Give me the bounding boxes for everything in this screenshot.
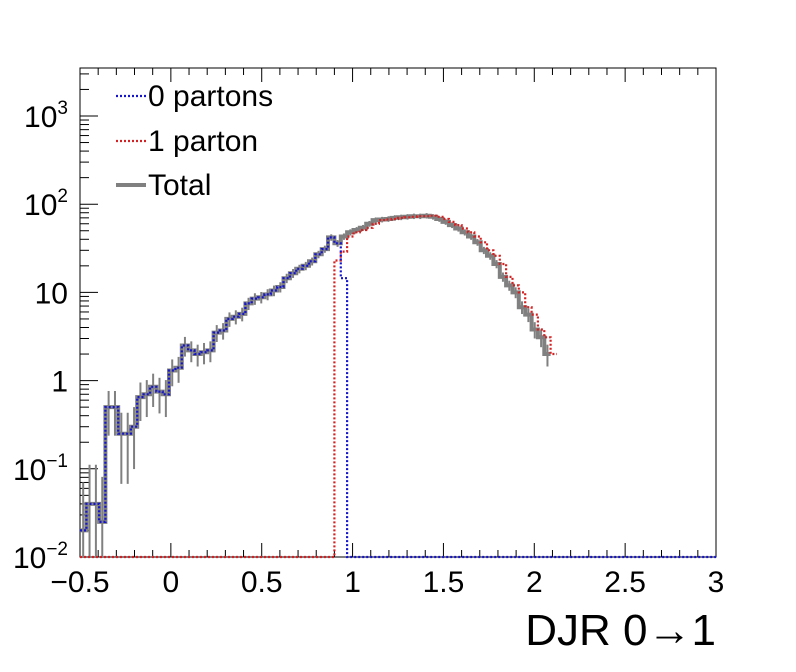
x-tick-label: 1.5 [423, 566, 465, 599]
y-tick-labels: 10−2 10−1 1 10 102 103 [13, 98, 68, 575]
x-tick-label: 1 [344, 566, 361, 599]
x-tick-label: 3 [708, 566, 725, 599]
y-tick-label: 10−2 [13, 539, 68, 575]
x-tick-label: 2.5 [604, 566, 646, 599]
legend-label-0-partons: 0 partons [148, 80, 273, 113]
series-1-parton [80, 214, 557, 559]
histogram-series [80, 213, 716, 559]
series-0-partons [80, 236, 716, 559]
x-tick-label: 0 [163, 566, 180, 599]
x-tick-label: 2 [526, 566, 543, 599]
y-tick-label: 1 [51, 366, 68, 399]
x-axis-title: DJR 0→1 [525, 606, 716, 655]
x-tick-labels: −0.5 0 0.5 1 1.5 2 2.5 3 [50, 566, 724, 599]
legend-label-1-parton: 1 parton [148, 125, 258, 158]
y-tick-label: 10−1 [13, 451, 68, 487]
y-tick-label: 103 [24, 98, 68, 134]
x-tick-label: 0.5 [241, 566, 283, 599]
plot-frame [79, 67, 717, 558]
x-tick-label: −0.5 [50, 566, 109, 599]
y-tick-label: 102 [24, 186, 68, 222]
legend-label-total: Total [148, 169, 211, 202]
legend: 0 partons 1 parton Total [116, 80, 273, 202]
y-tick-label: 10 [35, 277, 68, 310]
series-total [80, 213, 551, 533]
